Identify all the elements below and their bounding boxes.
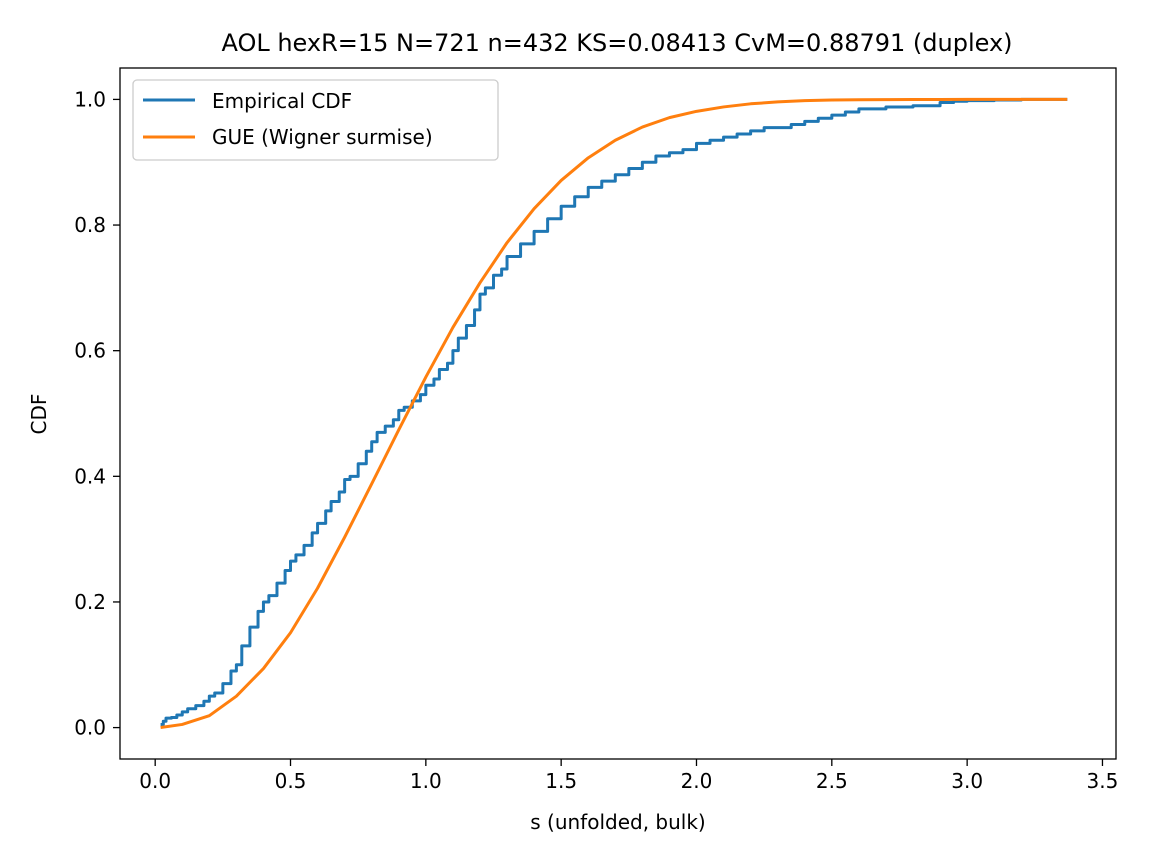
legend: Empirical CDF GUE (Wigner surmise)	[132, 79, 499, 161]
x-tick-label: 0.0	[139, 769, 171, 793]
x-tick-label: 2.5	[816, 769, 848, 793]
y-tick-label: 0.6	[74, 339, 106, 363]
series-lines	[160, 97, 1068, 729]
y-axis-label: CDF	[27, 394, 51, 435]
x-tick-label: 0.5	[275, 769, 307, 793]
y-tick-label: 0.4	[74, 464, 106, 488]
legend-label-empirical: Empirical CDF	[212, 89, 352, 113]
x-tick-label: 3.5	[1087, 769, 1119, 793]
y-tick-label: 1.0	[74, 87, 106, 111]
legend-label-gue: GUE (Wigner surmise)	[212, 125, 433, 149]
x-tick-label: 2.0	[681, 769, 713, 793]
series-empirical-cdf	[160, 97, 1068, 726]
x-tick-label: 1.5	[545, 769, 577, 793]
y-tick-label: 0.2	[74, 590, 106, 614]
legend-frame	[132, 79, 499, 161]
axes-frame	[119, 67, 1117, 760]
plot-area	[119, 67, 1117, 760]
series-gue-wigner	[160, 97, 1068, 729]
x-tick-label: 1.0	[410, 769, 442, 793]
chart-title: AOL hexR=15 N=721 n=432 KS=0.08413 CvM=0…	[221, 29, 1012, 57]
x-axis: 0.0 0.5 1.0 1.5 2.0 2.5 3.0 3.5	[139, 759, 1118, 793]
y-tick-label: 0.8	[74, 213, 106, 237]
x-tick-label: 3.0	[951, 769, 983, 793]
y-tick-label: 0.0	[74, 716, 106, 740]
x-axis-label: s (unfolded, bulk)	[530, 810, 706, 834]
y-axis: 0.0 0.2 0.4 0.6 0.8 1.0	[74, 87, 120, 740]
